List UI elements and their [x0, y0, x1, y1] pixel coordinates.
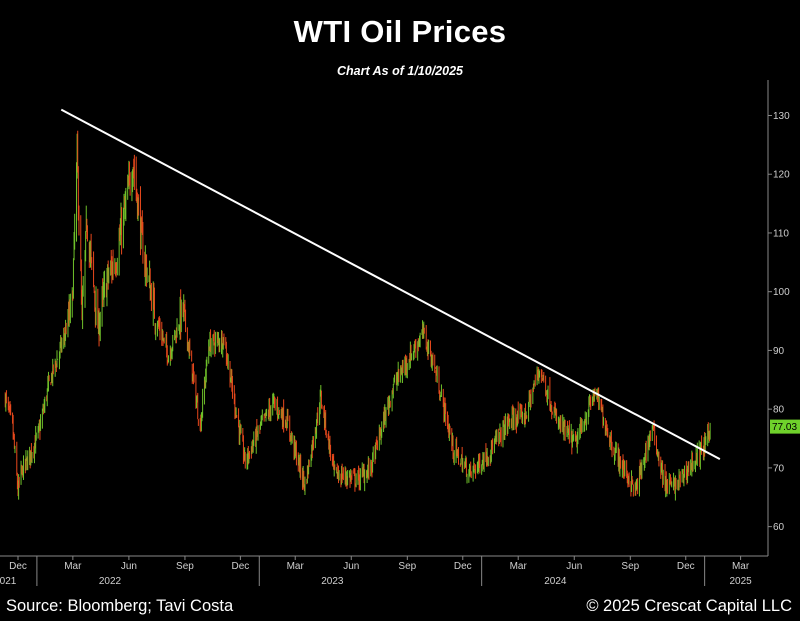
- x-year-label: 2023: [321, 576, 344, 587]
- x-tick-label: Jun: [121, 561, 137, 572]
- x-year-label: 2021: [0, 576, 17, 587]
- last-price-badge-bg: [770, 419, 800, 434]
- x-year-label: 2025: [729, 576, 752, 587]
- x-tick-label: Sep: [621, 561, 639, 572]
- x-tick-label: Sep: [176, 561, 194, 572]
- x-year-label: 2024: [544, 576, 567, 587]
- x-tick-label: Dec: [9, 561, 27, 572]
- x-tick-label: Dec: [454, 561, 472, 572]
- y-tick-label: 110: [773, 228, 789, 239]
- x-tick-label: Mar: [510, 561, 528, 572]
- footer-source: Source: Bloomberg; Tavi Costa: [6, 597, 234, 615]
- y-tick-label: 90: [773, 346, 785, 357]
- last-price-label: 77.03: [772, 422, 797, 433]
- axes-layer: 60 70 80 90 100 110 120 130 Dec Mar Jun Sep Dec Mar Ju…: [0, 80, 790, 587]
- chart-title: WTI Oil Prices: [293, 14, 507, 49]
- x-tick-label: Mar: [64, 561, 82, 572]
- candles-layer: [4, 130, 711, 501]
- x-year-label: 2022: [99, 576, 122, 587]
- x-tick-label: Mar: [732, 561, 750, 572]
- trendline: [60, 108, 721, 460]
- x-tick-label: Dec: [677, 561, 695, 572]
- y-tick-label: 80: [773, 405, 785, 416]
- x-tick-label: Jun: [566, 561, 582, 572]
- x-tick-label: Dec: [231, 561, 249, 572]
- y-tick-label: 130: [773, 111, 790, 122]
- last-price-badge: 77.03: [770, 419, 800, 434]
- y-tick-label: 70: [773, 463, 785, 474]
- chart-subtitle: Chart As of 1/10/2025: [337, 64, 463, 78]
- y-tick-label: 60: [773, 522, 785, 533]
- y-tick-label: 100: [773, 287, 790, 298]
- y-tick-label: 120: [773, 170, 790, 181]
- x-tick-label: Mar: [287, 561, 305, 572]
- footer-copyright: © 2025 Crescat Capital LLC: [586, 597, 792, 615]
- x-tick-label: Sep: [398, 561, 416, 572]
- x-tick-label: Jun: [343, 561, 359, 572]
